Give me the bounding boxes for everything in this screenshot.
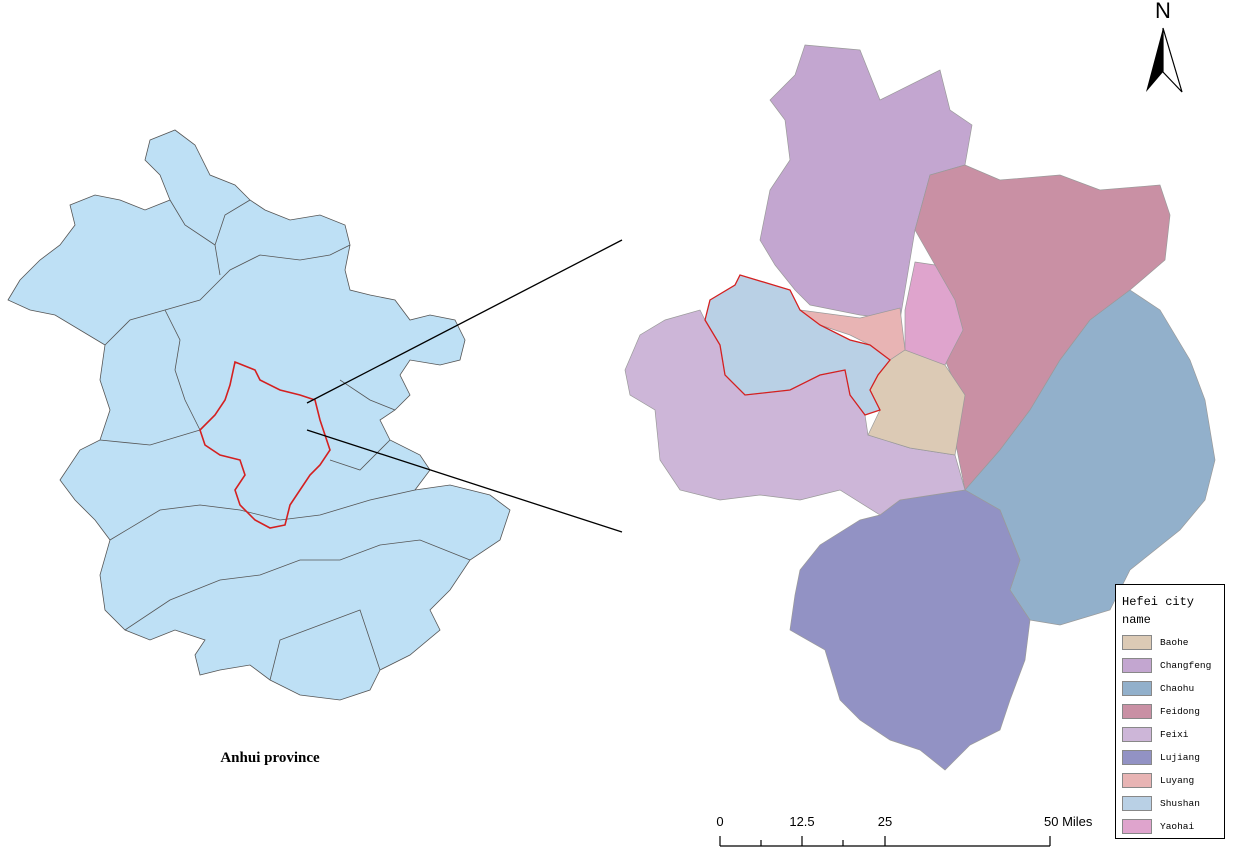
hefei-outline bbox=[199, 360, 331, 529]
scale-label: 0 bbox=[716, 814, 723, 829]
north-arrow: N bbox=[1146, 0, 1183, 93]
legend-label: Changfeng bbox=[1160, 660, 1212, 671]
zoom-line bbox=[306, 429, 623, 533]
legend-item: Luyang bbox=[1116, 769, 1224, 792]
legend-label: Feixi bbox=[1160, 729, 1189, 740]
legend-swatch bbox=[1122, 704, 1152, 719]
legend-swatch bbox=[1122, 750, 1152, 765]
legend-item: Lujiang bbox=[1116, 746, 1224, 769]
legend-item: Feixi bbox=[1116, 723, 1224, 746]
legend-title: Hefei city name bbox=[1122, 595, 1195, 627]
legend-label: Shushan bbox=[1160, 798, 1200, 809]
anhui-map bbox=[7, 129, 511, 701]
legend-label: Lujiang bbox=[1160, 752, 1200, 763]
legend-item: Feidong bbox=[1116, 700, 1224, 723]
province-outline bbox=[7, 129, 511, 701]
legend-item: Chaohu bbox=[1116, 677, 1224, 700]
legend-swatch bbox=[1122, 773, 1152, 788]
legend-item: Changfeng bbox=[1116, 654, 1224, 677]
legend: Hefei city name Baohe Changfeng Chaohu Feid… bbox=[1115, 584, 1225, 839]
hefei-map bbox=[624, 44, 1216, 771]
legend-swatch bbox=[1122, 819, 1152, 834]
legend-swatch bbox=[1122, 635, 1152, 650]
legend-item: Yaohai bbox=[1116, 815, 1224, 838]
shushan-outline bbox=[704, 274, 891, 416]
legend-swatch bbox=[1122, 658, 1152, 673]
legend-label: Yaohai bbox=[1160, 821, 1195, 832]
province-label: Anhui province bbox=[220, 750, 320, 766]
district-yaohai bbox=[904, 261, 964, 366]
legend-swatch bbox=[1122, 727, 1152, 742]
legend-label: Luyang bbox=[1160, 775, 1195, 786]
district-lujiang bbox=[789, 489, 1031, 771]
north-arrow-left bbox=[1146, 28, 1163, 92]
north-label: N bbox=[1155, 0, 1171, 23]
scale-label: 50 Miles bbox=[1044, 814, 1093, 829]
legend-rows: Baohe Changfeng Chaohu Feidong Feixi Lujiang L… bbox=[1116, 631, 1224, 838]
legend-item: Baohe bbox=[1116, 631, 1224, 654]
scale-bar bbox=[719, 836, 1051, 847]
scale-label: 12.5 bbox=[789, 814, 814, 829]
legend-swatch bbox=[1122, 796, 1152, 811]
north-arrow-right bbox=[1162, 27, 1183, 93]
zoom-line bbox=[306, 239, 623, 404]
scale-label: 25 bbox=[878, 814, 892, 829]
legend-label: Chaohu bbox=[1160, 683, 1195, 694]
internal-boundaries bbox=[99, 199, 471, 681]
legend-label: Feidong bbox=[1160, 706, 1200, 717]
legend-swatch bbox=[1122, 681, 1152, 696]
legend-item: Shushan bbox=[1116, 792, 1224, 815]
legend-label: Baohe bbox=[1160, 637, 1189, 648]
